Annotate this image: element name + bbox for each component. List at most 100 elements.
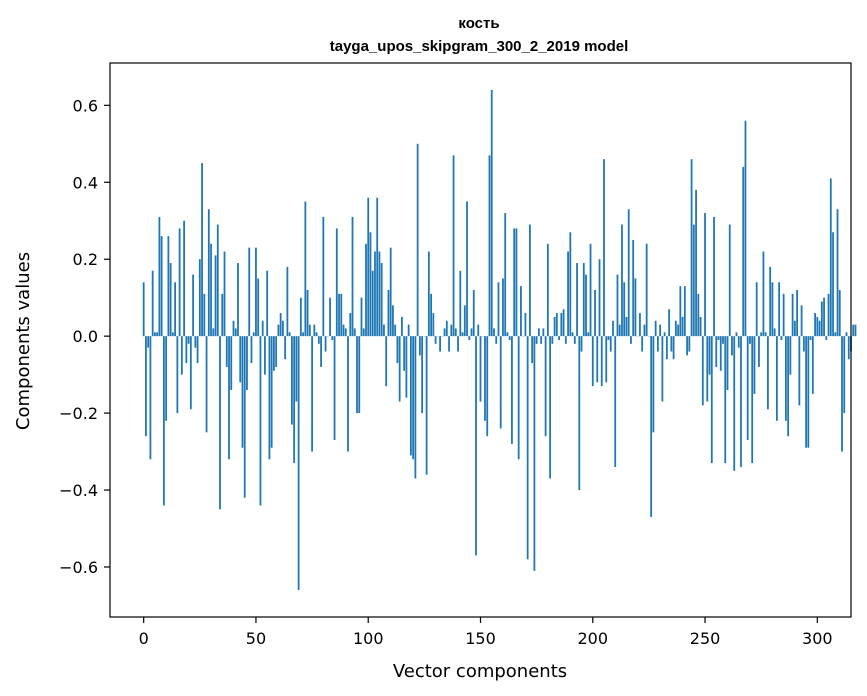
bar bbox=[454, 328, 457, 337]
bar bbox=[472, 289, 475, 337]
bar bbox=[439, 336, 441, 352]
bar bbox=[452, 155, 455, 337]
bar bbox=[623, 282, 626, 337]
bar bbox=[692, 224, 695, 337]
bar bbox=[767, 336, 769, 410]
bar bbox=[243, 336, 246, 498]
bar bbox=[643, 324, 646, 337]
bar bbox=[582, 263, 585, 337]
bar bbox=[809, 336, 812, 340]
bar bbox=[836, 209, 839, 337]
x-axis-label: Vector components bbox=[393, 661, 567, 682]
plot-frame bbox=[109, 62, 852, 618]
bar bbox=[529, 224, 531, 337]
bar bbox=[311, 336, 313, 452]
y-axis-label: Components values bbox=[13, 252, 34, 430]
bar bbox=[825, 336, 828, 340]
bar bbox=[427, 251, 430, 337]
bar bbox=[425, 336, 428, 475]
bar bbox=[261, 320, 264, 337]
bar bbox=[764, 332, 767, 337]
bar bbox=[672, 336, 675, 360]
bar bbox=[475, 336, 477, 556]
bar bbox=[407, 324, 410, 337]
bar bbox=[722, 336, 724, 344]
bar bbox=[616, 274, 619, 337]
bar bbox=[533, 336, 536, 571]
y-tick-label: −0.2 bbox=[59, 404, 98, 423]
bar bbox=[776, 336, 778, 421]
bar bbox=[746, 336, 749, 441]
bar bbox=[409, 336, 412, 456]
bar bbox=[645, 243, 648, 337]
bar bbox=[349, 313, 352, 337]
bar bbox=[688, 336, 691, 352]
bar bbox=[237, 263, 239, 337]
bar bbox=[282, 320, 284, 337]
bar bbox=[149, 336, 152, 460]
bar bbox=[225, 336, 228, 367]
bar bbox=[185, 336, 188, 364]
bar bbox=[598, 259, 601, 337]
bar bbox=[526, 336, 529, 560]
bar bbox=[165, 336, 168, 421]
bar bbox=[434, 336, 437, 344]
bar bbox=[744, 120, 747, 337]
bar bbox=[668, 309, 671, 337]
bar bbox=[351, 216, 354, 337]
bar bbox=[270, 336, 273, 448]
bar bbox=[778, 282, 781, 337]
bar bbox=[841, 336, 843, 452]
bar bbox=[459, 270, 462, 337]
bar bbox=[755, 282, 758, 337]
bar bbox=[389, 247, 392, 337]
bar bbox=[302, 332, 305, 337]
bar bbox=[834, 332, 837, 337]
bar bbox=[796, 289, 799, 337]
bar bbox=[706, 336, 709, 402]
bar bbox=[295, 336, 298, 402]
bar bbox=[342, 324, 345, 337]
bar bbox=[814, 313, 816, 337]
bar bbox=[663, 332, 666, 337]
bar bbox=[578, 336, 581, 491]
bar bbox=[715, 336, 718, 367]
bar bbox=[621, 224, 623, 337]
bar bbox=[820, 301, 823, 337]
bar bbox=[690, 159, 693, 337]
bar bbox=[401, 316, 403, 337]
bar bbox=[317, 336, 320, 344]
bar bbox=[708, 336, 711, 375]
bar bbox=[576, 263, 578, 337]
bar bbox=[477, 324, 480, 337]
bar bbox=[234, 328, 237, 337]
bar bbox=[230, 336, 233, 391]
bar bbox=[290, 336, 293, 425]
bar bbox=[356, 336, 358, 414]
bar bbox=[731, 336, 733, 356]
bar bbox=[780, 336, 783, 340]
bar bbox=[207, 209, 210, 337]
x-tick-label: 300 bbox=[802, 629, 833, 648]
bar bbox=[600, 336, 603, 387]
bar bbox=[571, 332, 574, 337]
bar bbox=[596, 336, 599, 383]
bar bbox=[329, 297, 331, 337]
bar bbox=[632, 239, 635, 337]
y-tick-label: −0.6 bbox=[59, 558, 98, 577]
bar bbox=[142, 282, 145, 337]
bar bbox=[286, 266, 289, 337]
bar bbox=[562, 309, 565, 337]
bar bbox=[659, 324, 662, 337]
bar bbox=[769, 266, 772, 337]
bar bbox=[524, 313, 527, 337]
bar bbox=[275, 336, 278, 367]
bar bbox=[495, 336, 498, 344]
bar bbox=[484, 336, 486, 421]
chart-title: кость bbox=[458, 15, 499, 32]
bar bbox=[634, 278, 637, 337]
bar bbox=[160, 236, 163, 337]
bar bbox=[259, 336, 262, 506]
bar bbox=[279, 313, 282, 337]
bar bbox=[255, 247, 257, 337]
